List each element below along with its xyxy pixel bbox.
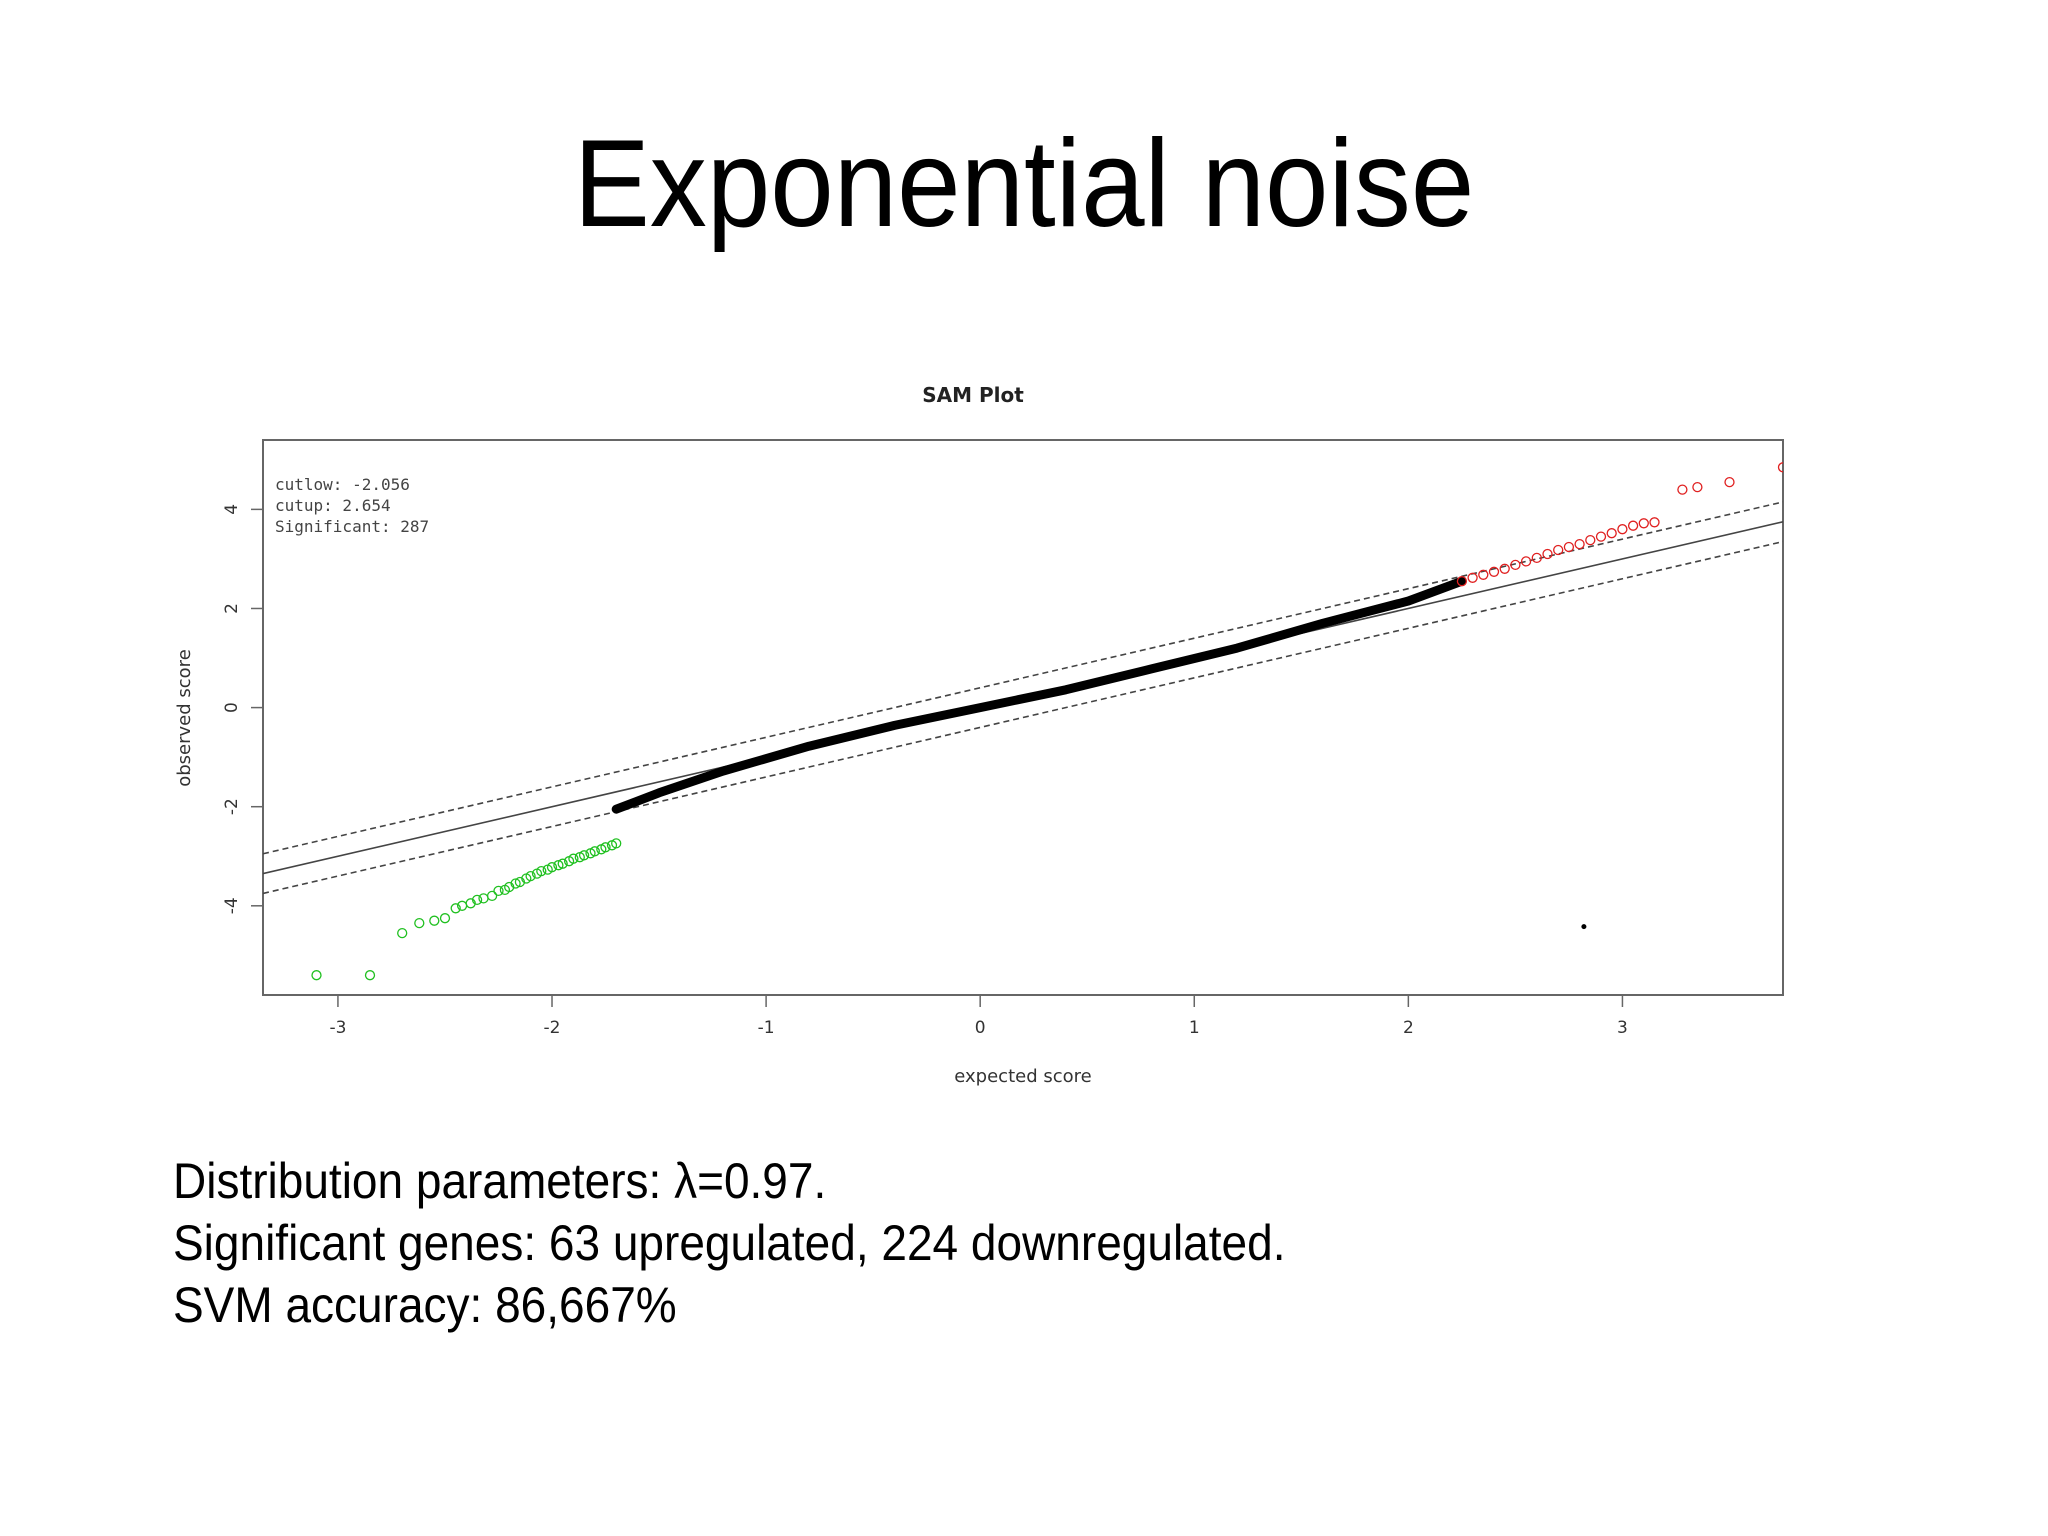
caption-line-distribution: Distribution parameters: λ=0.97.	[173, 1153, 827, 1209]
downregulated-point	[546, 862, 558, 873]
y-axis-label: observed score	[174, 649, 195, 787]
plot-frame	[262, 439, 1784, 996]
upregulated-point	[1456, 576, 1468, 587]
upregulated-point	[1595, 531, 1607, 542]
annotation-line: cutup: 2.654	[275, 496, 391, 515]
upregulated-point	[1553, 544, 1564, 556]
y-tick-label: 0	[222, 702, 242, 713]
upregulated-point	[1531, 552, 1542, 564]
upregulated-point	[1499, 563, 1510, 574]
downregulated-point	[429, 915, 440, 926]
non-significant-points	[611, 576, 1467, 814]
x-tick-label: -1	[758, 1018, 775, 1038]
y-tick-label: 4	[222, 504, 242, 515]
data-series	[311, 462, 1783, 981]
downregulated-point	[525, 870, 536, 882]
downregulated-point	[510, 878, 521, 889]
downregulated-point	[504, 881, 515, 893]
threshold-annotations: cutlow: -2.056 cutup: 2.654 Significant: 2…	[275, 475, 429, 536]
upregulated-point	[1638, 518, 1649, 529]
upregulated-point	[1488, 566, 1500, 577]
downregulated-point	[486, 890, 498, 902]
annotation-line: cutlow: -2.056	[275, 475, 410, 494]
downregulated-point	[450, 903, 461, 914]
upregulated-point	[1627, 520, 1639, 531]
x-tick-label: 0	[975, 1018, 986, 1038]
caption: Distribution parameters: λ=0.97. Signifi…	[173, 1150, 1382, 1336]
downregulated-point	[364, 970, 376, 981]
upregulated-point	[1649, 517, 1660, 528]
y-tick-label: -4	[222, 897, 242, 914]
downregulated-point	[478, 893, 489, 904]
downregulated-point	[493, 885, 504, 897]
x-axis: -3 -2 -1 0 1 2 3	[329, 995, 1628, 1038]
caption-line-significant-genes: Significant genes: 63 upregulated, 224 d…	[173, 1215, 1286, 1271]
y-axis: -4 -2 0 2 4	[222, 504, 263, 914]
downregulated-point	[414, 917, 425, 929]
caption-line-svm-accuracy: SVM accuracy: 86,667%	[173, 1277, 677, 1333]
downregulated-point	[536, 865, 547, 877]
slide-title: Exponential noise	[573, 115, 1475, 253]
downregulated-point	[589, 846, 600, 857]
x-tick-label: -3	[329, 1018, 346, 1038]
upregulated-point	[1467, 572, 1478, 583]
upregulated-point	[1617, 524, 1628, 535]
x-tick-label: 3	[1617, 1018, 1628, 1038]
reference-line-lower-delta	[263, 540, 1783, 895]
x-tick-label: 1	[1189, 1018, 1200, 1038]
x-tick-label: 2	[1403, 1018, 1414, 1038]
upregulated-point	[1520, 556, 1532, 567]
downregulated-point	[553, 860, 564, 871]
downregulated-point	[397, 927, 408, 939]
upregulated-point	[1677, 484, 1688, 495]
upregulated-point	[1585, 534, 1596, 546]
upregulated-point	[1574, 538, 1585, 550]
downregulated-point	[311, 970, 322, 981]
upregulated-point	[1542, 548, 1553, 560]
upregulated-point	[1777, 462, 1783, 473]
reference-line-upper-delta	[263, 501, 1783, 855]
chart-title: SAM Plot	[922, 383, 1024, 407]
upregulated-point	[1724, 476, 1735, 488]
downregulated-point	[439, 913, 451, 924]
x-tick-label: -2	[544, 1018, 561, 1038]
downregulated-point	[578, 850, 590, 861]
upregulated-point	[1606, 528, 1617, 539]
sam-plot-chart: SAM Plot -3 -2 -1 0 1 2 3 -4 -2 0 2 4 cutlow: -2.0…	[174, 383, 1784, 1087]
downregulated-point	[568, 853, 579, 864]
annotation-line: Significant: 287	[275, 517, 429, 536]
downregulated-point	[611, 838, 622, 849]
upregulated-point	[1510, 559, 1521, 571]
downregulated-point	[465, 898, 476, 909]
downregulated-point	[557, 858, 568, 869]
downregulated-point	[471, 894, 483, 906]
upregulated-point	[1563, 541, 1575, 553]
y-tick-label: 2	[222, 603, 242, 614]
outlier-point	[1581, 924, 1587, 930]
upregulated-point	[1692, 481, 1703, 493]
downregulated-point	[514, 876, 526, 888]
y-tick-label: -2	[222, 798, 242, 815]
upregulated-point	[1478, 569, 1489, 580]
downregulated-point	[600, 842, 611, 853]
x-axis-label: expected score	[954, 1066, 1091, 1087]
